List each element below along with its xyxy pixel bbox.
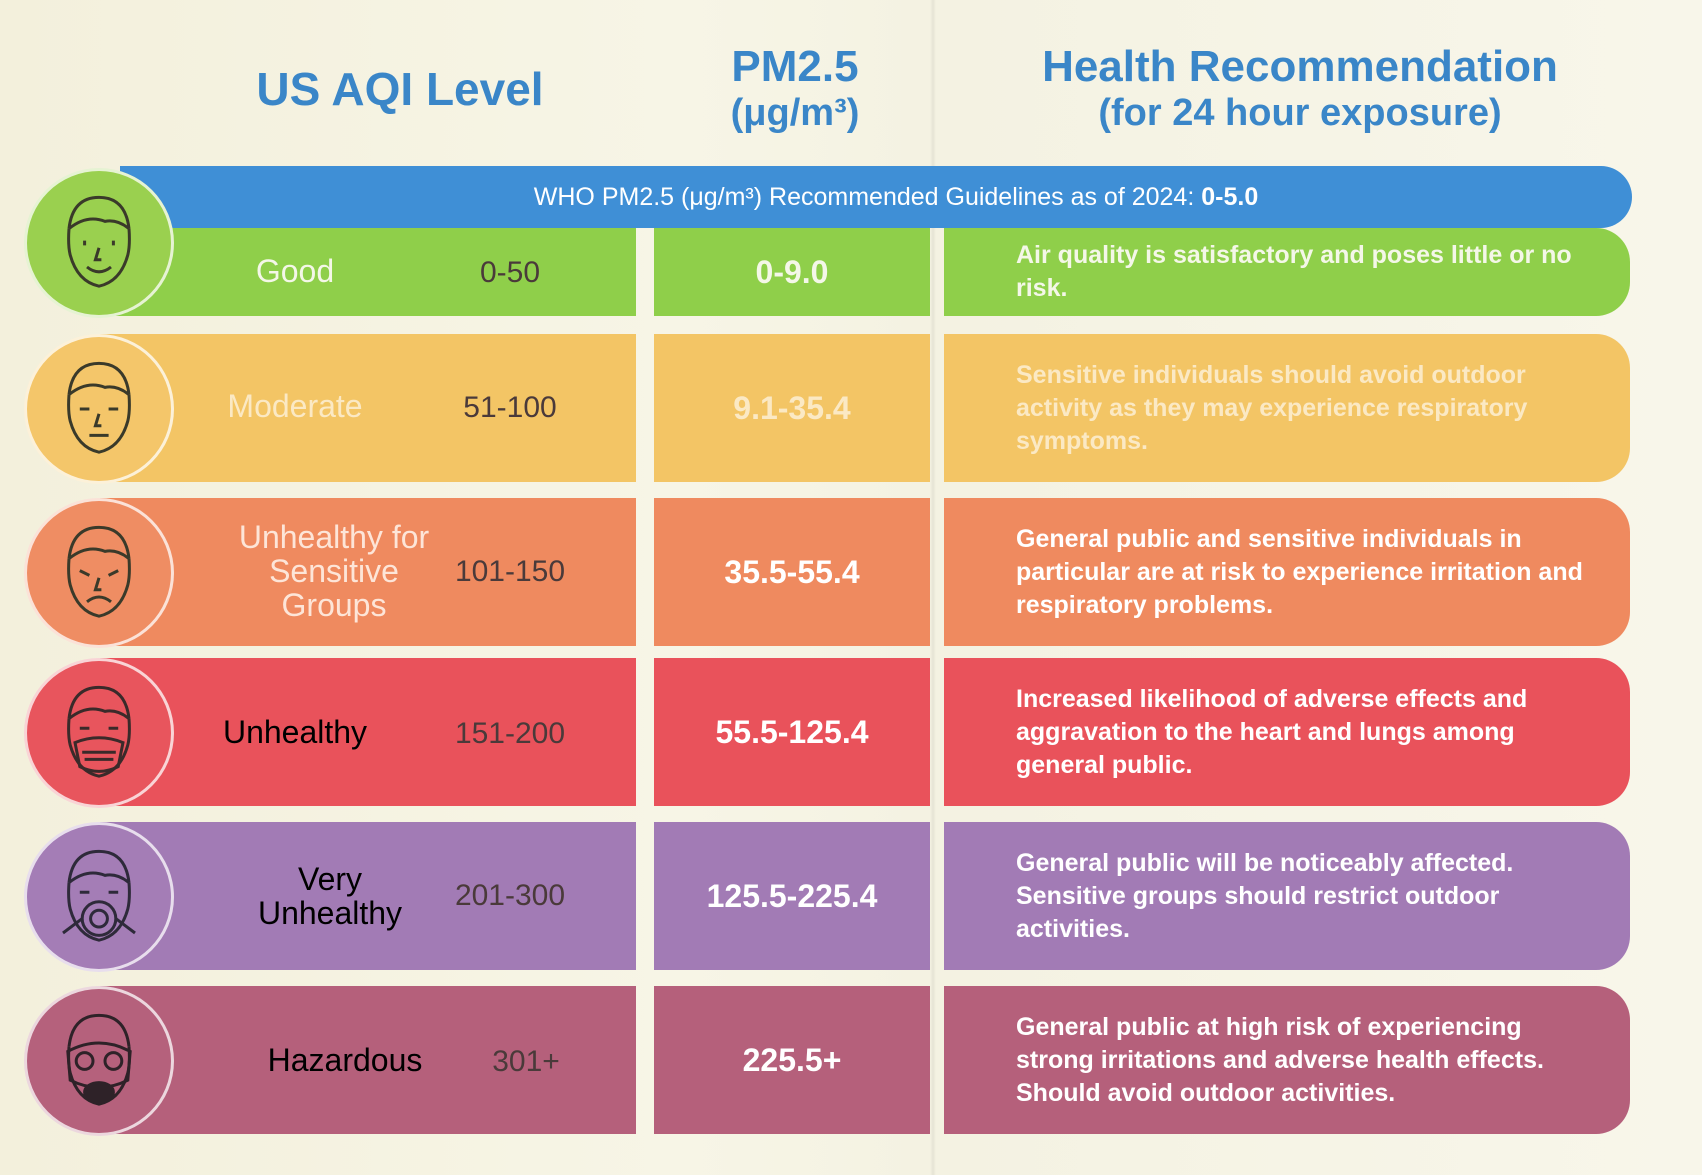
pm25-value: 9.1-35.4 — [654, 334, 930, 482]
health-column-header: Health Recommendation (for 24 hour expos… — [980, 44, 1620, 136]
page-fold — [930, 0, 936, 1175]
recommendation-text: General public and sensitive individuals… — [944, 498, 1630, 646]
level-name: Hazardous — [267, 1042, 423, 1078]
recommendation-text: General public will be noticeably affect… — [944, 822, 1630, 970]
pm25-column-header: PM2.5 (μg/m³) — [680, 44, 910, 136]
level-range: 151-200 — [454, 717, 566, 750]
who-guideline-bar: WHO PM2.5 (μg/m³) Recommended Guidelines… — [120, 166, 1632, 228]
level-name: Unhealthy for Sensitive Groups — [238, 519, 430, 623]
recommendation-text: Increased likelihood of adverse effects … — [944, 658, 1630, 806]
pm25-value: 0-9.0 — [654, 228, 930, 316]
recommendation-text: General public at high risk of experienc… — [944, 986, 1630, 1134]
gas-mask-icon — [24, 986, 174, 1136]
aqi-column-header: US AQI Level — [256, 63, 544, 115]
recommendation-text: Air quality is satisfactory and poses li… — [944, 228, 1630, 316]
level-cell — [100, 498, 636, 646]
level-cell — [100, 986, 636, 1134]
respirator-face-icon — [24, 822, 174, 972]
level-range: 101-150 — [454, 555, 566, 588]
face-mask-icon — [24, 658, 174, 808]
pm25-value: 225.5+ — [654, 986, 930, 1134]
level-cell — [100, 822, 636, 970]
level-name: Good — [255, 253, 335, 289]
pm25-value: 125.5-225.4 — [654, 822, 930, 970]
level-range: 301+ — [492, 1045, 560, 1078]
level-name: Very Unhealthy — [257, 861, 403, 931]
level-name: Moderate — [227, 388, 363, 424]
pm25-value: 35.5-55.4 — [654, 498, 930, 646]
level-cell — [100, 334, 636, 482]
level-range: 201-300 — [454, 879, 566, 912]
neutral-face-icon — [24, 334, 174, 484]
level-range: 0-50 — [479, 256, 541, 289]
health-subtitle: (for 24 hour exposure) — [1098, 92, 1502, 134]
who-guideline-value: 0-5.0 — [1201, 183, 1259, 211]
recommendation-text: Sensitive individuals should avoid outdo… — [944, 334, 1630, 482]
level-range: 51-100 — [463, 391, 557, 424]
pm25-value: 55.5-125.4 — [654, 658, 930, 806]
pm25-unit: (μg/m³) — [730, 92, 860, 134]
smiling-face-icon — [24, 168, 174, 318]
level-name: Unhealthy — [222, 714, 368, 750]
level-cell — [100, 228, 636, 316]
unwell-face-icon — [24, 498, 174, 648]
level-cell — [100, 658, 636, 806]
health-title: Health Recommendation — [1042, 42, 1558, 91]
pm25-title: PM2.5 — [731, 42, 859, 91]
who-guideline-label: WHO PM2.5 (μg/m³) Recommended Guidelines… — [533, 183, 1202, 211]
